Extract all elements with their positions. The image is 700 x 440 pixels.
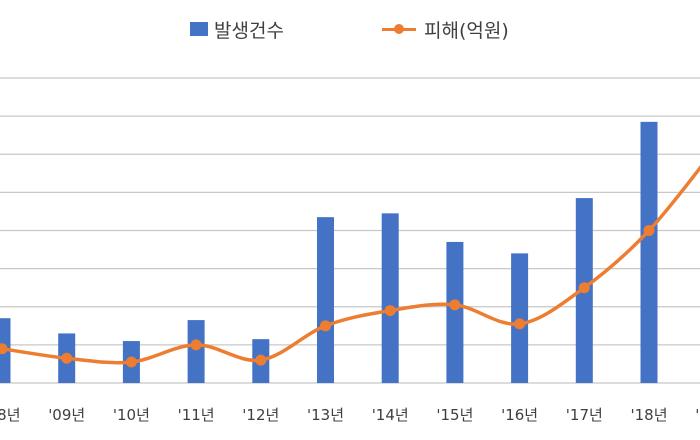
legend-label-damage: 피해(억원)	[424, 19, 509, 42]
line-point	[125, 356, 137, 368]
x-tick-label: '19년	[695, 406, 700, 424]
x-tick-label: '15년	[436, 406, 473, 424]
line-point	[643, 225, 655, 236]
x-tick-label: '11년	[178, 406, 215, 424]
x-tick-label: '09년	[48, 406, 85, 424]
x-tick-label: '17년	[566, 406, 603, 424]
line-point	[578, 282, 590, 294]
line-point	[255, 354, 267, 366]
bar	[640, 121, 658, 383]
line-point	[449, 299, 461, 311]
line-point	[61, 352, 73, 364]
bar	[446, 241, 464, 383]
line-point	[190, 339, 202, 351]
line-point	[514, 318, 526, 330]
bar	[317, 217, 334, 383]
bar	[381, 213, 399, 383]
line-series-damage	[1, 165, 700, 365]
legend-swatch-damage	[382, 22, 416, 36]
legend-item-incidents: 발생건수	[190, 14, 284, 44]
x-tick-label: '14년	[372, 406, 409, 424]
x-tick-label: '12년	[242, 406, 279, 424]
bar	[187, 320, 205, 383]
line-point	[0, 343, 8, 355]
line-point	[384, 305, 396, 317]
legend: 발생건수 피해(억원)	[0, 14, 700, 44]
x-tick-label: '10년	[113, 406, 150, 424]
legend-label-incidents: 발생건수	[214, 19, 284, 42]
legend-swatch-incidents	[190, 22, 208, 36]
x-tick-label: '13년	[307, 406, 344, 424]
line-point	[320, 320, 331, 332]
x-tick-label: '18년	[630, 406, 667, 424]
x-tick-label: '08년	[0, 406, 21, 424]
x-tick-label: '16년	[501, 406, 538, 424]
bar	[511, 253, 529, 383]
legend-item-damage: 피해(억원)	[382, 14, 509, 44]
